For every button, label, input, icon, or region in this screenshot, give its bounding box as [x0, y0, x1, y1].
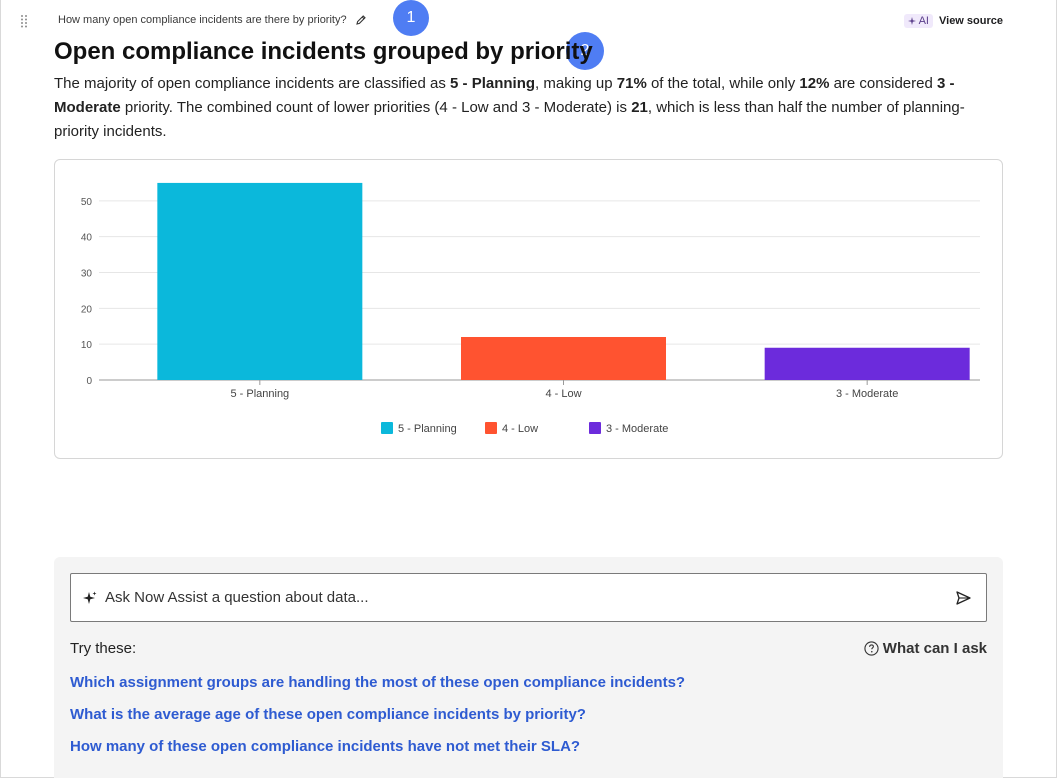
summary-text: The majority of open compliance incident… [54, 75, 965, 140]
ask-input[interactable] [97, 589, 954, 606]
legend-label[interactable]: 4 - Low [502, 423, 538, 435]
bar-3-moderate[interactable] [764, 347, 970, 380]
bar-4-low[interactable] [461, 337, 666, 380]
x-tick-label: 3 - Moderate [836, 388, 898, 400]
send-icon[interactable] [954, 589, 972, 607]
legend-swatch[interactable] [485, 422, 497, 434]
y-tick-label: 0 [86, 376, 92, 387]
suggestion-link[interactable]: What is the average age of these open co… [70, 706, 586, 723]
legend-swatch[interactable] [589, 422, 601, 434]
suggestion-link[interactable]: How many of these open compliance incide… [70, 738, 581, 755]
y-tick-label: 20 [81, 304, 93, 315]
drag-handle-icon[interactable] [20, 14, 30, 28]
bar-5-planning[interactable] [157, 182, 363, 380]
view-source-link[interactable]: View source [939, 15, 1003, 27]
what-can-i-ask-button[interactable]: What can I ask [864, 640, 987, 657]
bar-chart: 0 10 20 30 40 50 5 - Planning 4 - Low 3 - Modera… [81, 182, 980, 435]
question-circle-icon [864, 641, 879, 656]
legend-label[interactable]: 3 - Moderate [606, 423, 668, 435]
question-text: How many open compliance incidents are t… [58, 14, 347, 26]
y-tick-label: 40 [81, 233, 93, 244]
x-tick-label: 4 - Low [545, 388, 581, 400]
sparkle-icon [83, 591, 97, 604]
y-tick-label: 10 [81, 340, 93, 351]
top-right-actions: AI View source [903, 14, 1003, 28]
assist-panel: Try these: What can I ask Which assignme… [54, 557, 1003, 778]
y-tick-label: 30 [81, 269, 93, 280]
page-title: Open compliance incidents grouped by pri… [54, 38, 593, 65]
ask-input-container [70, 573, 987, 622]
legend-label[interactable]: 5 - Planning [398, 423, 457, 435]
pencil-icon[interactable] [355, 14, 367, 26]
chart-card: 0 10 20 30 40 50 5 - Planning 4 - Low 3 - Modera… [54, 159, 1003, 459]
ai-sparkle-icon [907, 17, 916, 25]
ai-badge: AI [903, 14, 933, 28]
legend-swatch[interactable] [381, 422, 393, 434]
y-tick-label: 50 [81, 197, 93, 208]
marker-2: 2 [566, 32, 604, 70]
suggestion-link[interactable]: Which assignment groups are handling the… [70, 674, 686, 691]
question-row: How many open compliance incidents are t… [58, 14, 367, 26]
try-these-label: Try these: [70, 640, 137, 657]
x-tick-label: 5 - Planning [230, 388, 289, 400]
marker-1: 1 [393, 0, 429, 36]
